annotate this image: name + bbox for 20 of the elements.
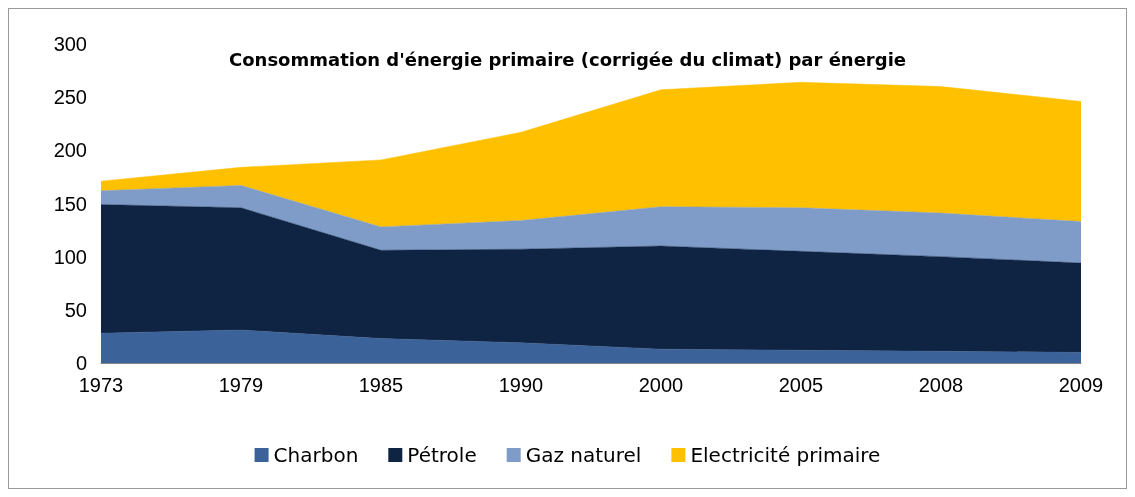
y-tick-label: 50	[64, 298, 87, 321]
y-tick-label: 250	[53, 86, 87, 109]
legend-label: Pétrole	[407, 443, 477, 467]
legend-label: Gaz naturel	[525, 443, 642, 467]
y-tick-label: 200	[53, 139, 87, 162]
y-tick-label: 0	[75, 352, 87, 374]
x-tick-label: 2000	[638, 374, 684, 396]
legend-label: Charbon	[273, 443, 359, 467]
x-tick-label: 1979	[218, 374, 264, 396]
x-tick-label: 2005	[778, 374, 824, 396]
y-tick-label: 300	[53, 33, 87, 55]
x-tick-label: 2009	[1058, 374, 1104, 396]
legend-label: Electricité primaire	[690, 443, 881, 467]
x-tick-label: 1990	[498, 374, 544, 396]
y-tick-label: 150	[53, 192, 87, 215]
y-tick-label: 100	[53, 245, 87, 268]
x-tick-label: 2008	[918, 374, 964, 396]
x-tick-label: 1985	[358, 374, 404, 396]
chart-title: Consommation d'énergie primaire (corrigée du climat) par énergie	[228, 48, 907, 70]
x-tick-label: 1973	[78, 374, 124, 396]
